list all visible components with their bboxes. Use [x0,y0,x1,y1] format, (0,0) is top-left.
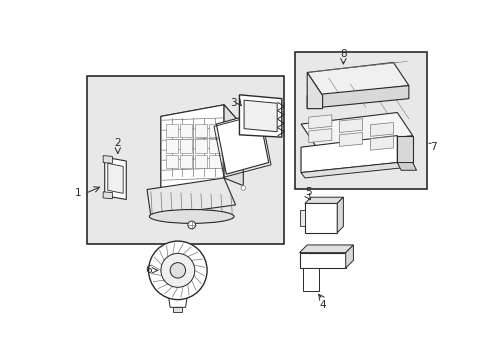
Polygon shape [244,100,277,132]
Bar [209,124,221,137]
Bar [194,124,207,137]
Polygon shape [161,116,180,197]
Polygon shape [306,86,408,109]
Bar [180,124,192,137]
Bar [165,139,178,153]
Polygon shape [369,136,393,150]
Polygon shape [161,105,243,137]
Polygon shape [306,62,408,95]
Circle shape [307,282,313,288]
Circle shape [331,258,336,263]
Bar [209,155,221,168]
Bar [194,139,207,153]
Polygon shape [161,105,224,197]
Polygon shape [345,245,353,268]
Text: 5: 5 [305,187,311,197]
Polygon shape [303,268,318,291]
Bar [180,139,192,153]
Polygon shape [103,192,112,199]
Circle shape [148,241,207,300]
Polygon shape [396,136,412,163]
Polygon shape [104,157,126,199]
Text: 7: 7 [429,142,436,152]
Polygon shape [308,115,331,129]
Polygon shape [239,95,281,137]
Bar [209,139,221,153]
Polygon shape [369,122,393,136]
Polygon shape [168,297,187,307]
Polygon shape [396,163,416,170]
Bar [300,210,305,226]
Polygon shape [301,112,412,147]
Text: 8: 8 [339,49,346,59]
Circle shape [317,215,324,222]
Text: 2: 2 [114,138,121,148]
Polygon shape [147,178,235,216]
Circle shape [307,273,313,279]
Bar [180,155,192,168]
Bar [294,53,427,189]
Polygon shape [308,129,331,143]
Text: 3: 3 [229,98,236,108]
Polygon shape [306,72,322,109]
Circle shape [170,263,185,278]
Bar [87,76,284,244]
Ellipse shape [149,210,234,223]
Polygon shape [305,197,343,203]
Polygon shape [299,245,353,253]
Bar [165,124,178,137]
Polygon shape [337,197,343,233]
Polygon shape [305,203,337,233]
Polygon shape [173,307,182,312]
Polygon shape [103,156,112,163]
Circle shape [187,221,195,229]
Bar [194,155,207,168]
Circle shape [161,253,194,287]
Polygon shape [301,163,400,178]
Text: 4: 4 [319,300,325,310]
Polygon shape [301,136,396,172]
Text: 6: 6 [145,265,152,275]
Polygon shape [339,132,362,147]
Bar [165,155,178,168]
Polygon shape [339,119,362,132]
Polygon shape [224,105,243,186]
Polygon shape [299,253,345,268]
Circle shape [241,186,245,190]
Polygon shape [107,163,123,193]
Polygon shape [216,112,268,174]
Polygon shape [301,147,316,172]
Text: 1: 1 [74,188,81,198]
